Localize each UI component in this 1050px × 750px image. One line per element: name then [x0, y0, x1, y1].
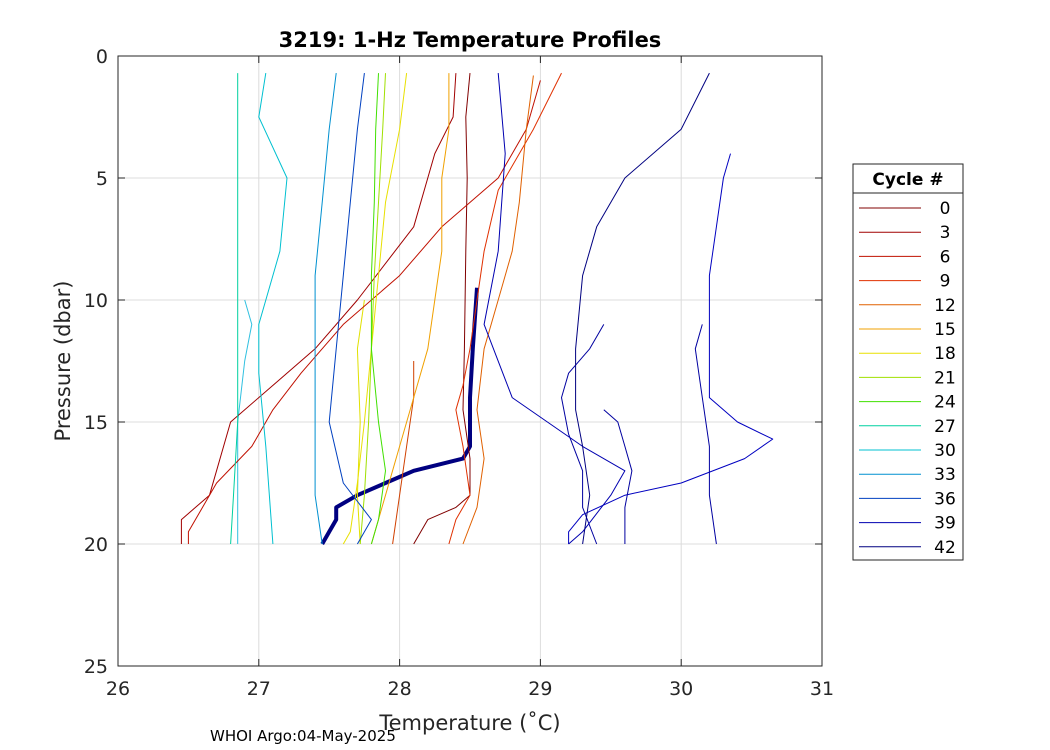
x-tick-label: 31 — [810, 678, 834, 700]
x-tick-label: 27 — [247, 678, 271, 700]
legend-label-cycle-36: 36 — [934, 489, 956, 509]
legend-box — [852, 163, 964, 561]
profile-line — [561, 324, 605, 545]
legend-label-cycle-39: 39 — [934, 514, 956, 534]
series-layer — [180, 72, 774, 545]
legend-label-cycle-15: 15 — [934, 320, 956, 340]
series-line-cycle-6 — [187, 80, 541, 544]
legend-label-cycle-42: 42 — [934, 538, 956, 558]
x-tick-label: 26 — [106, 678, 130, 700]
profile-line — [568, 153, 774, 544]
legend-label-cycle-30: 30 — [934, 441, 956, 461]
series-line-cycle-39 — [483, 73, 626, 545]
y-axis-label: Pressure (dbar) — [51, 281, 75, 442]
legend-label-cycle-0: 0 — [940, 199, 951, 219]
legend-label-cycle-27: 27 — [934, 417, 956, 437]
profile-line — [320, 287, 479, 545]
plot-area — [118, 56, 822, 666]
series-line-cycle-42 — [575, 72, 710, 545]
series-line-cycle-24 — [370, 73, 386, 545]
x-axis-label: Temperature (˚C) — [378, 711, 560, 735]
legend-label-cycle-12: 12 — [934, 296, 956, 316]
x-tick-label: 30 — [669, 678, 693, 700]
y-tick-label: 10 — [84, 290, 108, 312]
footer-credit: WHOI Argo:04-May-2025 — [210, 727, 396, 745]
x-tick-label: 28 — [388, 678, 412, 700]
profile-line — [237, 299, 253, 544]
legend-title: Cycle # — [872, 170, 943, 190]
y-tick-label: 20 — [84, 534, 108, 556]
legend-label-cycle-18: 18 — [934, 344, 956, 364]
series-line-cycle-33 — [314, 73, 337, 545]
y-tick-label: 25 — [84, 656, 108, 678]
legend-label-cycle-33: 33 — [934, 465, 956, 485]
legend-label-cycle-3: 3 — [940, 223, 951, 243]
axis-ticks: 26 27 28 29 30 31 0 5 10 15 20 25 — [84, 46, 834, 700]
series-line-cycle-15 — [370, 73, 450, 545]
profile-line — [356, 299, 365, 545]
profile-line — [694, 324, 717, 545]
series-line-cycle-12 — [462, 75, 534, 545]
x-tick-label: 29 — [528, 678, 552, 700]
y-tick-label: 5 — [96, 168, 108, 190]
series-line-cycle-0 — [413, 73, 471, 545]
y-tick-label: 0 — [96, 46, 108, 68]
profile-line — [603, 409, 633, 544]
legend-label-cycle-24: 24 — [934, 393, 956, 413]
legend-label-cycle-21: 21 — [934, 368, 956, 388]
series-line-cycle-36 — [328, 73, 372, 545]
series-line-cycle-30 — [258, 73, 288, 545]
series-line-cycle-27 — [230, 73, 239, 545]
profile-line — [392, 361, 415, 545]
plot-frame — [117, 55, 823, 667]
series-line-cycle-21 — [359, 73, 386, 545]
chart-title: 3219: 1-Hz Temperature Profiles — [279, 28, 662, 52]
series-line-cycle-9 — [448, 72, 562, 545]
legend-label-cycle-6: 6 — [940, 247, 951, 267]
legend-label-cycle-9: 9 — [940, 272, 951, 292]
y-tick-label: 15 — [84, 412, 108, 434]
